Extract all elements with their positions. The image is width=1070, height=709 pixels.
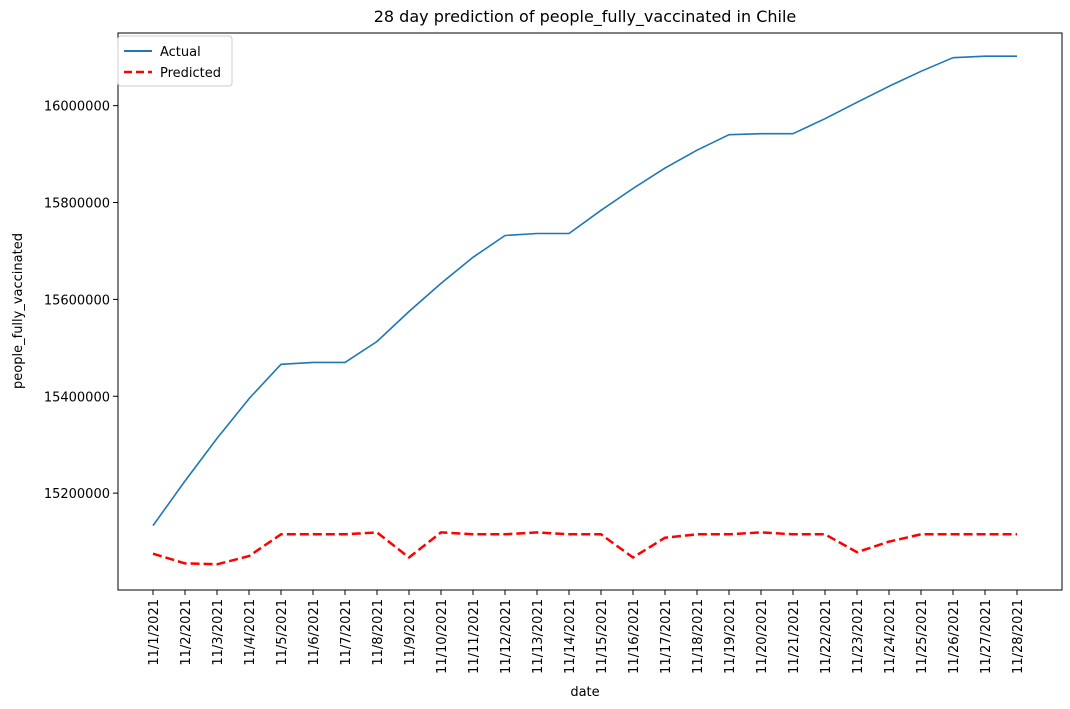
legend-actual-label: Actual: [160, 45, 201, 60]
y-tick-label: 15600000: [44, 293, 110, 308]
chart-title: 28 day prediction of people_fully_vaccin…: [374, 7, 797, 27]
y-tick-label: 15800000: [44, 197, 110, 212]
x-tick-label: 11/28/2021: [1011, 599, 1026, 674]
legend-box: [117, 35, 233, 87]
y-tick-label: 15400000: [44, 390, 110, 405]
x-tick-label: 11/5/2021: [275, 599, 290, 666]
legend-predicted-label: Predicted: [160, 66, 221, 81]
x-tick-label: 11/18/2021: [691, 599, 706, 674]
x-tick-label: 11/17/2021: [659, 599, 674, 674]
x-tick-label: 11/19/2021: [723, 599, 738, 674]
x-tick-label: 11/9/2021: [403, 599, 418, 666]
x-tick-label: 11/22/2021: [819, 599, 834, 674]
legend: Actual Predicted: [117, 35, 233, 87]
x-axis-label: date: [570, 685, 599, 700]
x-tick-label: 11/20/2021: [755, 599, 770, 674]
x-tick-label: 11/25/2021: [915, 599, 930, 674]
series-line-predicted: [152, 531, 1017, 566]
series-line-actual: [152, 55, 1017, 527]
x-tick-label: 11/8/2021: [371, 599, 386, 666]
x-tick-label: 11/10/2021: [435, 599, 450, 674]
x-tick-label: 11/24/2021: [883, 599, 898, 674]
x-tick-label: 11/11/2021: [467, 599, 482, 674]
x-tick-label: 11/2/2021: [179, 599, 194, 666]
x-tick-label: 11/12/2021: [499, 599, 514, 674]
x-tick-label: 11/3/2021: [211, 599, 226, 666]
y-tick-label: 16000000: [44, 100, 110, 115]
x-tick-label: 11/21/2021: [787, 599, 802, 674]
x-tick-label: 11/26/2021: [947, 599, 962, 674]
x-tick-label: 11/23/2021: [851, 599, 866, 674]
x-tick-label: 11/15/2021: [595, 599, 610, 674]
x-axis: 11/1/2021 11/2/2021 11/3/2021 11/4/2021 11/5…: [147, 590, 1026, 674]
x-tick-label: 11/13/2021: [531, 599, 546, 674]
y-tick-label: 15200000: [44, 487, 110, 502]
x-tick-label: 11/16/2021: [627, 599, 642, 674]
x-tick-label: 11/14/2021: [563, 599, 578, 674]
x-tick-label: 11/6/2021: [307, 599, 322, 666]
x-tick-label: 11/4/2021: [243, 599, 258, 666]
x-tick-label: 11/7/2021: [339, 599, 354, 666]
series-layer: [152, 55, 1017, 566]
y-axis: 15200000 15400000 15600000 15800000 16000000: [44, 100, 118, 502]
x-tick-label: 11/1/2021: [147, 599, 162, 666]
y-axis-label: people_fully_vaccinated: [11, 233, 26, 389]
x-tick-label: 11/27/2021: [979, 599, 994, 674]
plot-area: [117, 32, 1063, 591]
